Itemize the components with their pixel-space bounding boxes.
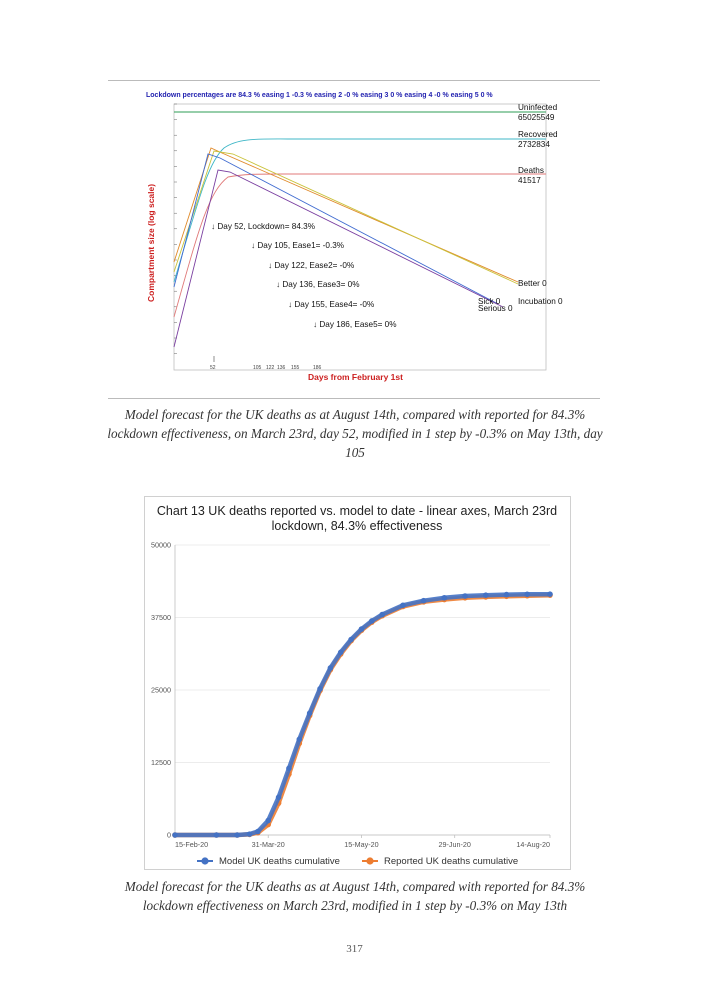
y-tick-label: 25000 (151, 686, 171, 695)
recovered-label: Recovered (518, 130, 558, 139)
deaths-label: Deaths (518, 166, 544, 175)
series-point (306, 710, 313, 716)
series-point (275, 794, 282, 801)
deaths-curve (173, 173, 546, 318)
serious-label: Serious 0 (478, 304, 513, 313)
series-point (265, 817, 272, 824)
chart-gridlines (174, 544, 551, 838)
series-point (327, 665, 334, 671)
figure2-caption: Model forecast for the UK deaths as at A… (124, 879, 586, 913)
series-point (246, 831, 253, 837)
x-tick-label: 31-Mar-20 (252, 840, 285, 849)
series-point (234, 832, 240, 838)
chart-legend: Model UK deaths cumulative Reported UK d… (197, 856, 518, 867)
series-point (547, 591, 553, 597)
series-point (337, 649, 344, 656)
series-point (369, 618, 375, 624)
series-point (213, 832, 220, 838)
x-tick-122: 122 (266, 365, 275, 371)
series-point (348, 636, 354, 643)
sick-label: Sick 0 (478, 297, 501, 306)
y-tick-label: 37500 (151, 613, 171, 622)
legend-model-label: Model UK deaths cumulative (219, 856, 340, 867)
uninfected-value: 65025549 (518, 113, 555, 122)
x-tick-label: 29-Jun-20 (439, 840, 471, 849)
y-tick-label: 50000 (151, 541, 171, 550)
x-tick-52: 52 (210, 365, 216, 371)
series-point (172, 832, 178, 838)
recovered-value: 2732834 (518, 140, 550, 149)
series-point (286, 765, 292, 772)
model-forecast-figure: Lockdown percentages are 84.3 % easing 1… (108, 82, 600, 398)
x-axis-title: Days from February 1st (308, 372, 403, 382)
series-point (524, 591, 531, 598)
chart-series (172, 591, 553, 838)
x-tick-label: 14-Aug-20 (516, 840, 550, 849)
chart-title-line2: lockdown, 84.3% effectiveness (272, 519, 443, 533)
log-scale-plot: Lockdown percentages are 84.3 % easing 1… (146, 92, 563, 382)
annotation-ease3: ↓ Day 136, Ease3= 0% (276, 280, 360, 289)
x-tick-label: 15-Feb-20 (175, 840, 208, 849)
series-point (503, 591, 510, 598)
x-tick-136: 136 (277, 365, 286, 371)
annotation-lockdown: ↓ Day 52, Lockdown= 84.3% (211, 222, 315, 231)
deaths-value: 41517 (518, 176, 541, 185)
plot-frame (173, 103, 547, 371)
chart-13: Chart 13 UK deaths reported vs. model to… (144, 496, 571, 870)
annotation-ease2: ↓ Day 122, Ease2= -0% (268, 261, 354, 270)
series-point (482, 592, 489, 598)
y-tick-labels: 0 12500 25000 37500 50000 (151, 541, 171, 840)
annotation-ease1: ↓ Day 105, Ease1= -0.3% (251, 241, 344, 250)
page-number: 317 (346, 943, 363, 955)
y-tick-label: 0 (167, 831, 171, 840)
uninfected-label: Uninfected (518, 103, 558, 112)
annotation-ease4: ↓ Day 155, Ease4= -0% (288, 300, 374, 309)
series-point (296, 736, 303, 743)
series-point (441, 594, 448, 601)
y-axis-title: Compartment size (log scale) (146, 184, 156, 302)
recovered-curve (173, 138, 546, 283)
series-point (255, 828, 261, 835)
legend-reported-label: Reported UK deaths cumulative (384, 856, 518, 867)
serious-curve (173, 169, 504, 348)
incubation-label: Incubation 0 (518, 297, 563, 306)
incubation-curve (173, 147, 519, 283)
x-tick-186: 186 (313, 365, 322, 371)
x-tick-155: 155 (291, 365, 300, 371)
better-label: Better 0 (518, 279, 547, 288)
series-point (420, 597, 427, 604)
series-point (358, 626, 365, 632)
sick-curve (173, 153, 499, 305)
x-tick-105: 105 (253, 365, 262, 371)
series-point (462, 593, 468, 599)
x-tick-label: 15-May-20 (344, 840, 378, 849)
figure1-caption: Model forecast for the UK deaths as at A… (107, 407, 603, 460)
chart-title-line1: Chart 13 UK deaths reported vs. model to… (157, 504, 557, 518)
deaths-chart: Chart 13 UK deaths reported vs. model to… (151, 504, 557, 867)
x-tick-labels: 15-Feb-20 31-Mar-20 15-May-20 29-Jun-20 14-A… (175, 840, 550, 849)
series-point (400, 602, 406, 609)
series-point (317, 686, 323, 692)
lockdown-header: Lockdown percentages are 84.3 % easing 1… (146, 92, 493, 99)
better-curve (173, 150, 519, 285)
annotation-ease5: ↓ Day 186, Ease5= 0% (313, 320, 397, 329)
mid-rule (108, 398, 600, 399)
y-tick-label: 12500 (151, 758, 171, 767)
series-point (379, 611, 385, 618)
x-axis-day-ticks: 52 105 122 136 155 186 (210, 356, 322, 371)
top-rule (108, 80, 600, 81)
